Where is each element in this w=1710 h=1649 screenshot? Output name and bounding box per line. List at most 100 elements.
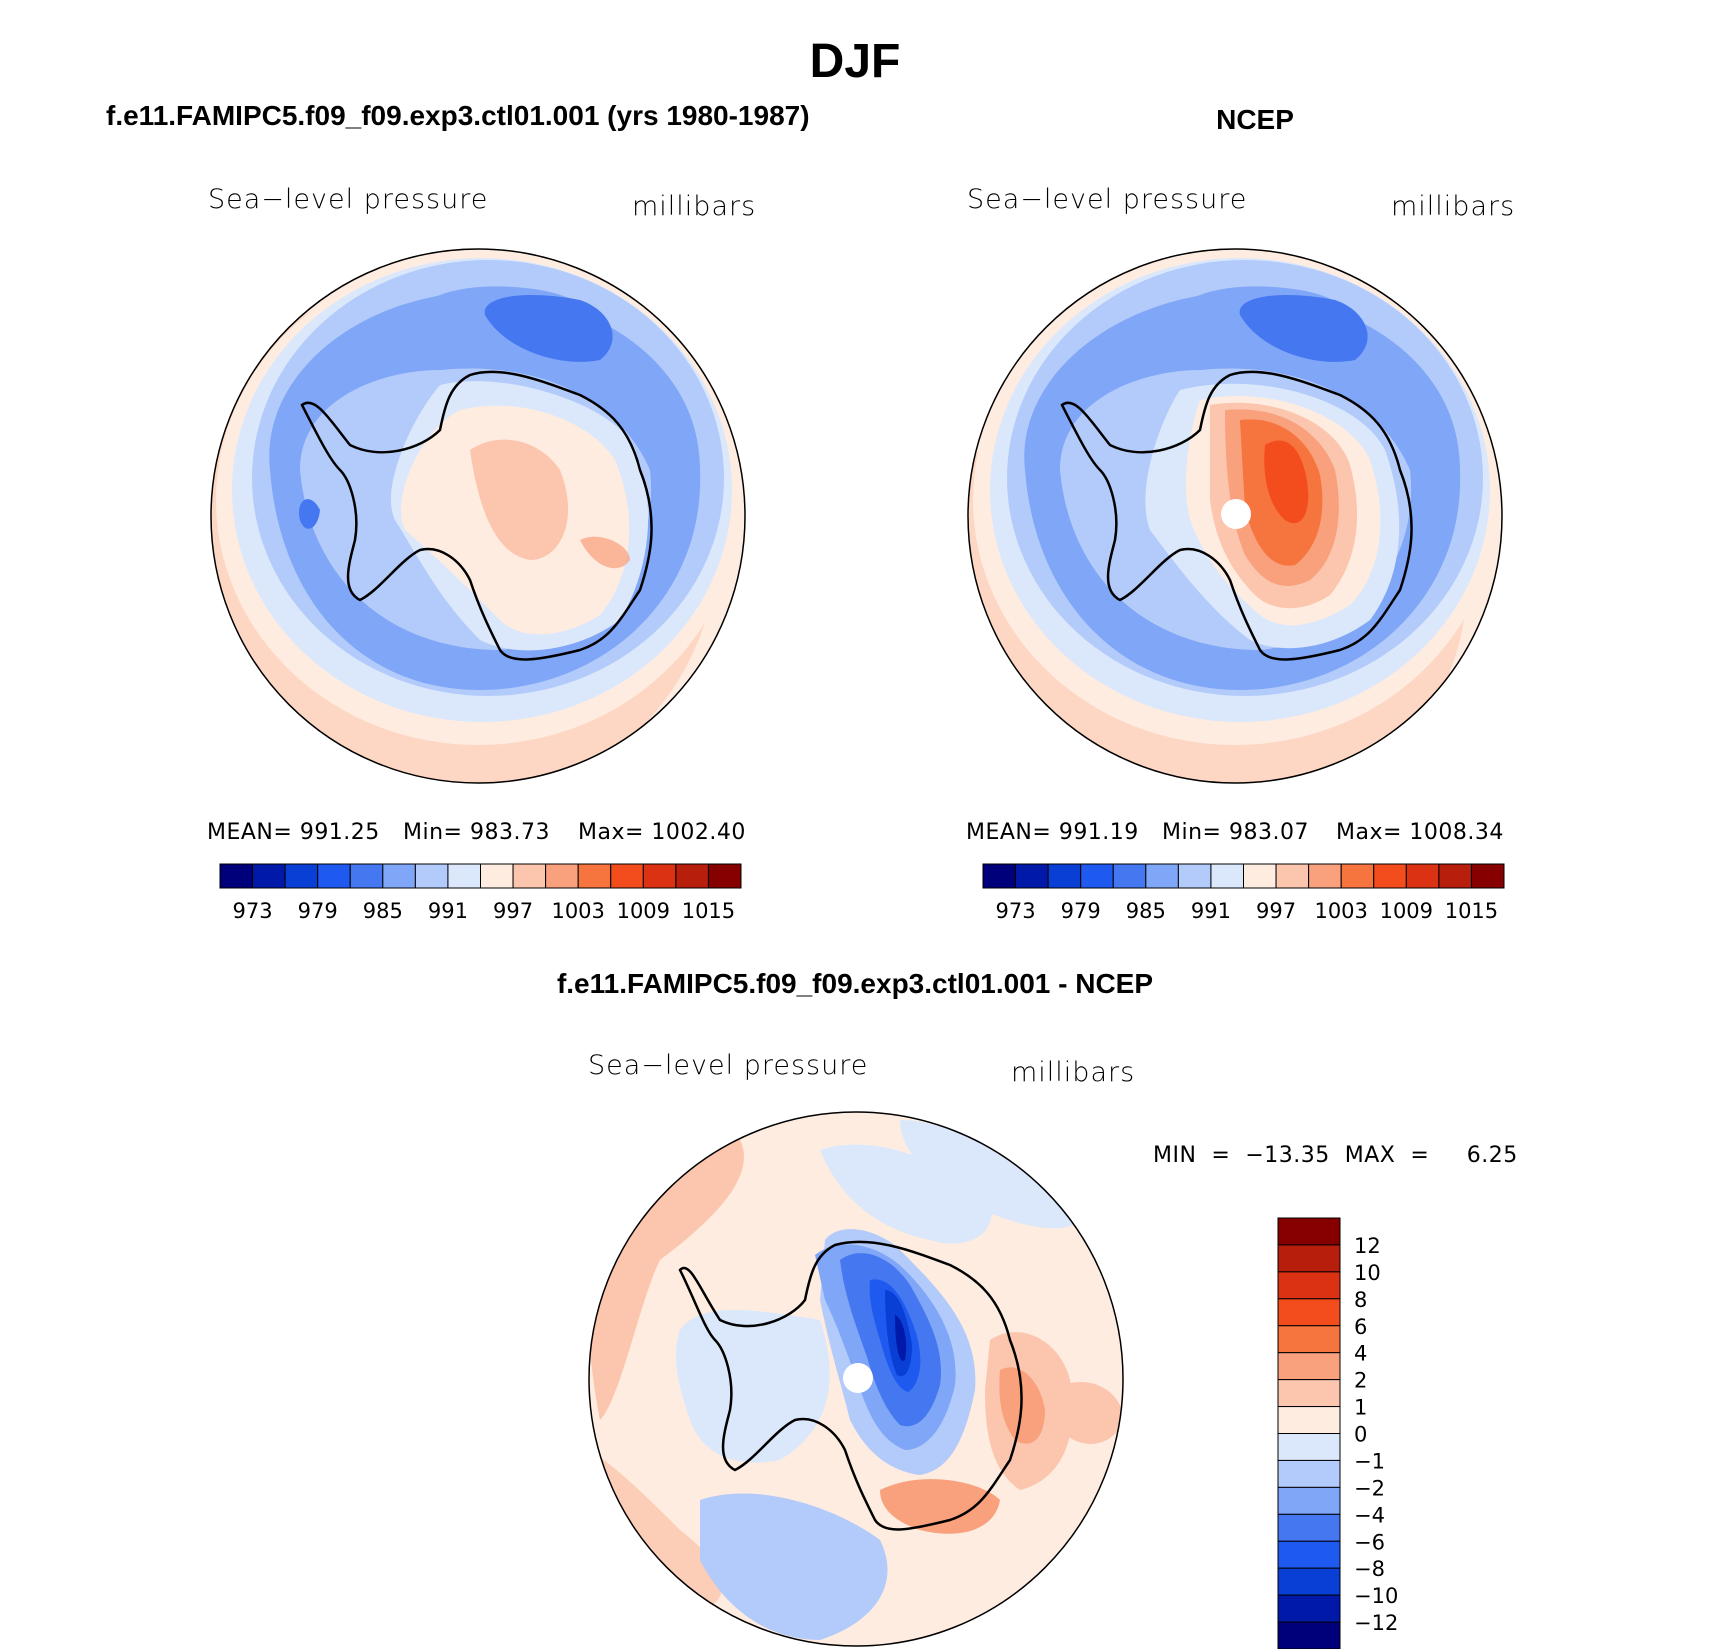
map-boundary xyxy=(588,1111,1124,1647)
model-colorbar: 973 979 985 991 997 1003 1009 1015 xyxy=(219,863,742,923)
colorbar-swatch xyxy=(1308,863,1342,889)
colorbar-swatch xyxy=(642,863,677,889)
colorbar-swatch xyxy=(1277,1406,1341,1434)
map-band xyxy=(700,1493,888,1640)
colorbar-tick-label: −12 xyxy=(1354,1611,1398,1635)
colorbar-tick-label: −10 xyxy=(1354,1584,1398,1608)
map-band xyxy=(900,1120,1080,1229)
colorbar-swatch xyxy=(414,863,449,889)
colorbar-tick-label: 979 xyxy=(1061,899,1101,923)
map-band xyxy=(880,1479,1000,1534)
map-boundary xyxy=(210,248,746,784)
colorbar-swatch xyxy=(284,863,319,889)
colorbar-swatch xyxy=(480,863,514,889)
colorbar-tick-label: −2 xyxy=(1354,1476,1385,1500)
colorbar-swatch xyxy=(317,863,351,889)
colorbar-tick-label: 12 xyxy=(1354,1234,1381,1258)
colorbar-swatch xyxy=(1470,863,1505,889)
colorbar-swatch xyxy=(1112,863,1147,889)
colorbar-tick-label: 979 xyxy=(298,899,338,923)
colorbar-tick-label: 991 xyxy=(428,899,468,923)
colorbar-tick-label: 1 xyxy=(1354,1396,1367,1420)
colorbar-tick-label: 973 xyxy=(996,899,1036,923)
colorbar-swatch xyxy=(1275,863,1310,889)
colorbar-swatch xyxy=(1277,1217,1341,1246)
model-variable-label: Sea−level pressure xyxy=(208,184,489,215)
colorbar-swatch xyxy=(1015,863,1049,889)
colorbar-tick-label: −6 xyxy=(1354,1530,1385,1554)
colorbar-swatch xyxy=(1277,1513,1341,1542)
obs-units-label: millibars xyxy=(1391,191,1516,222)
colorbar-tick-label: 991 xyxy=(1191,899,1231,923)
colorbar-tick-label: 6 xyxy=(1354,1315,1367,1339)
colorbar-swatch xyxy=(1340,863,1375,889)
colorbar-tick-label: 2 xyxy=(1354,1369,1367,1393)
diff-minmax: MIN = −13.35 MAX = 6.25 xyxy=(1153,1143,1518,1168)
model-map xyxy=(210,248,746,784)
colorbar-swatch xyxy=(577,863,612,889)
colorbar-swatch xyxy=(707,863,742,889)
model-min: Min= 983.73 xyxy=(403,820,550,845)
model-mean: MEAN= 991.25 xyxy=(207,820,380,845)
colorbar-tick-label: 985 xyxy=(1126,899,1166,923)
colorbar-swatch xyxy=(1277,1298,1341,1327)
obs-variable-label: Sea−level pressure xyxy=(967,184,1248,215)
colorbar-swatch xyxy=(1047,863,1082,889)
colorbar-tick-label: 4 xyxy=(1354,1342,1367,1366)
colorbar-swatch xyxy=(1277,1486,1341,1515)
colorbar-swatch xyxy=(982,863,1017,889)
colorbar-swatch xyxy=(252,863,286,889)
model-units-label: millibars xyxy=(632,191,757,222)
obs-mean: MEAN= 991.19 xyxy=(966,820,1139,845)
colorbar-tick-label: −8 xyxy=(1354,1557,1385,1581)
colorbar-swatch xyxy=(1405,863,1440,889)
colorbar-swatch xyxy=(545,863,579,889)
colorbar-swatch xyxy=(1373,863,1407,889)
colorbar-tick-label: 8 xyxy=(1354,1288,1367,1312)
colorbar-tick-label: 1009 xyxy=(617,899,670,923)
colorbar-swatch xyxy=(1277,1567,1341,1596)
obs-colorbar: 973 979 985 991 997 1003 1009 1015 xyxy=(982,863,1505,923)
colorbar-tick-label: 1003 xyxy=(1314,899,1367,923)
map-band xyxy=(590,1450,722,1610)
colorbar-swatch xyxy=(349,863,384,889)
obs-max: Max= 1008.34 xyxy=(1336,820,1504,845)
colorbar-swatch xyxy=(675,863,709,889)
colorbar-swatch xyxy=(1277,1621,1341,1649)
map-boundary xyxy=(967,248,1503,784)
colorbar-swatch xyxy=(1277,1594,1341,1623)
colorbar-tick-label: 997 xyxy=(1256,899,1296,923)
map-band xyxy=(470,439,569,560)
colorbar-tick-label: 997 xyxy=(493,899,533,923)
pole-mask xyxy=(1221,499,1251,529)
map-band xyxy=(675,1310,830,1463)
colorbar-tick-label: 1003 xyxy=(551,899,604,923)
colorbar-tick-label: 1015 xyxy=(1445,899,1498,923)
colorbar-swatch xyxy=(1177,863,1212,889)
map-band xyxy=(484,295,613,362)
diff-units-label: millibars xyxy=(1011,1057,1136,1088)
colorbar-swatch xyxy=(1277,1379,1341,1408)
colorbar-swatch xyxy=(447,863,481,889)
map-band xyxy=(580,536,630,569)
antarctica-coastline xyxy=(300,370,653,661)
map-band xyxy=(299,499,320,529)
colorbar-tick-label: 973 xyxy=(233,899,273,923)
map-band xyxy=(1264,440,1309,524)
colorbar-swatch xyxy=(1145,863,1179,889)
colorbar-swatch xyxy=(1210,863,1244,889)
map-band xyxy=(820,1144,992,1244)
colorbar-tick-label: −4 xyxy=(1354,1503,1385,1527)
model-panel-title: f.e11.FAMIPC5.f09_f09.exp3.ctl01.001 (yr… xyxy=(106,100,810,131)
colorbar-swatch xyxy=(1277,1433,1341,1461)
figure-title: DJF xyxy=(809,35,901,88)
colorbar-tick-label: 10 xyxy=(1354,1261,1381,1285)
antarctica-coastline xyxy=(1060,370,1413,661)
colorbar-swatch xyxy=(1277,1540,1341,1569)
model-max: Max= 1002.40 xyxy=(578,820,746,845)
obs-map xyxy=(967,248,1503,784)
antarctica-coastline xyxy=(678,1240,1023,1531)
colorbar-swatch xyxy=(1277,1244,1341,1273)
